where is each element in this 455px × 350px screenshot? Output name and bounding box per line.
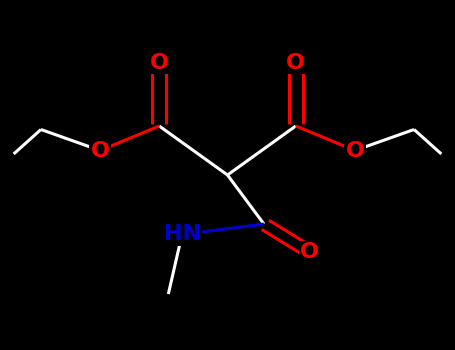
Text: HN: HN <box>163 224 201 245</box>
Text: O: O <box>150 53 169 73</box>
Text: O: O <box>345 140 364 161</box>
Text: O: O <box>286 53 305 73</box>
Text: O: O <box>91 140 110 161</box>
Text: O: O <box>300 242 319 262</box>
